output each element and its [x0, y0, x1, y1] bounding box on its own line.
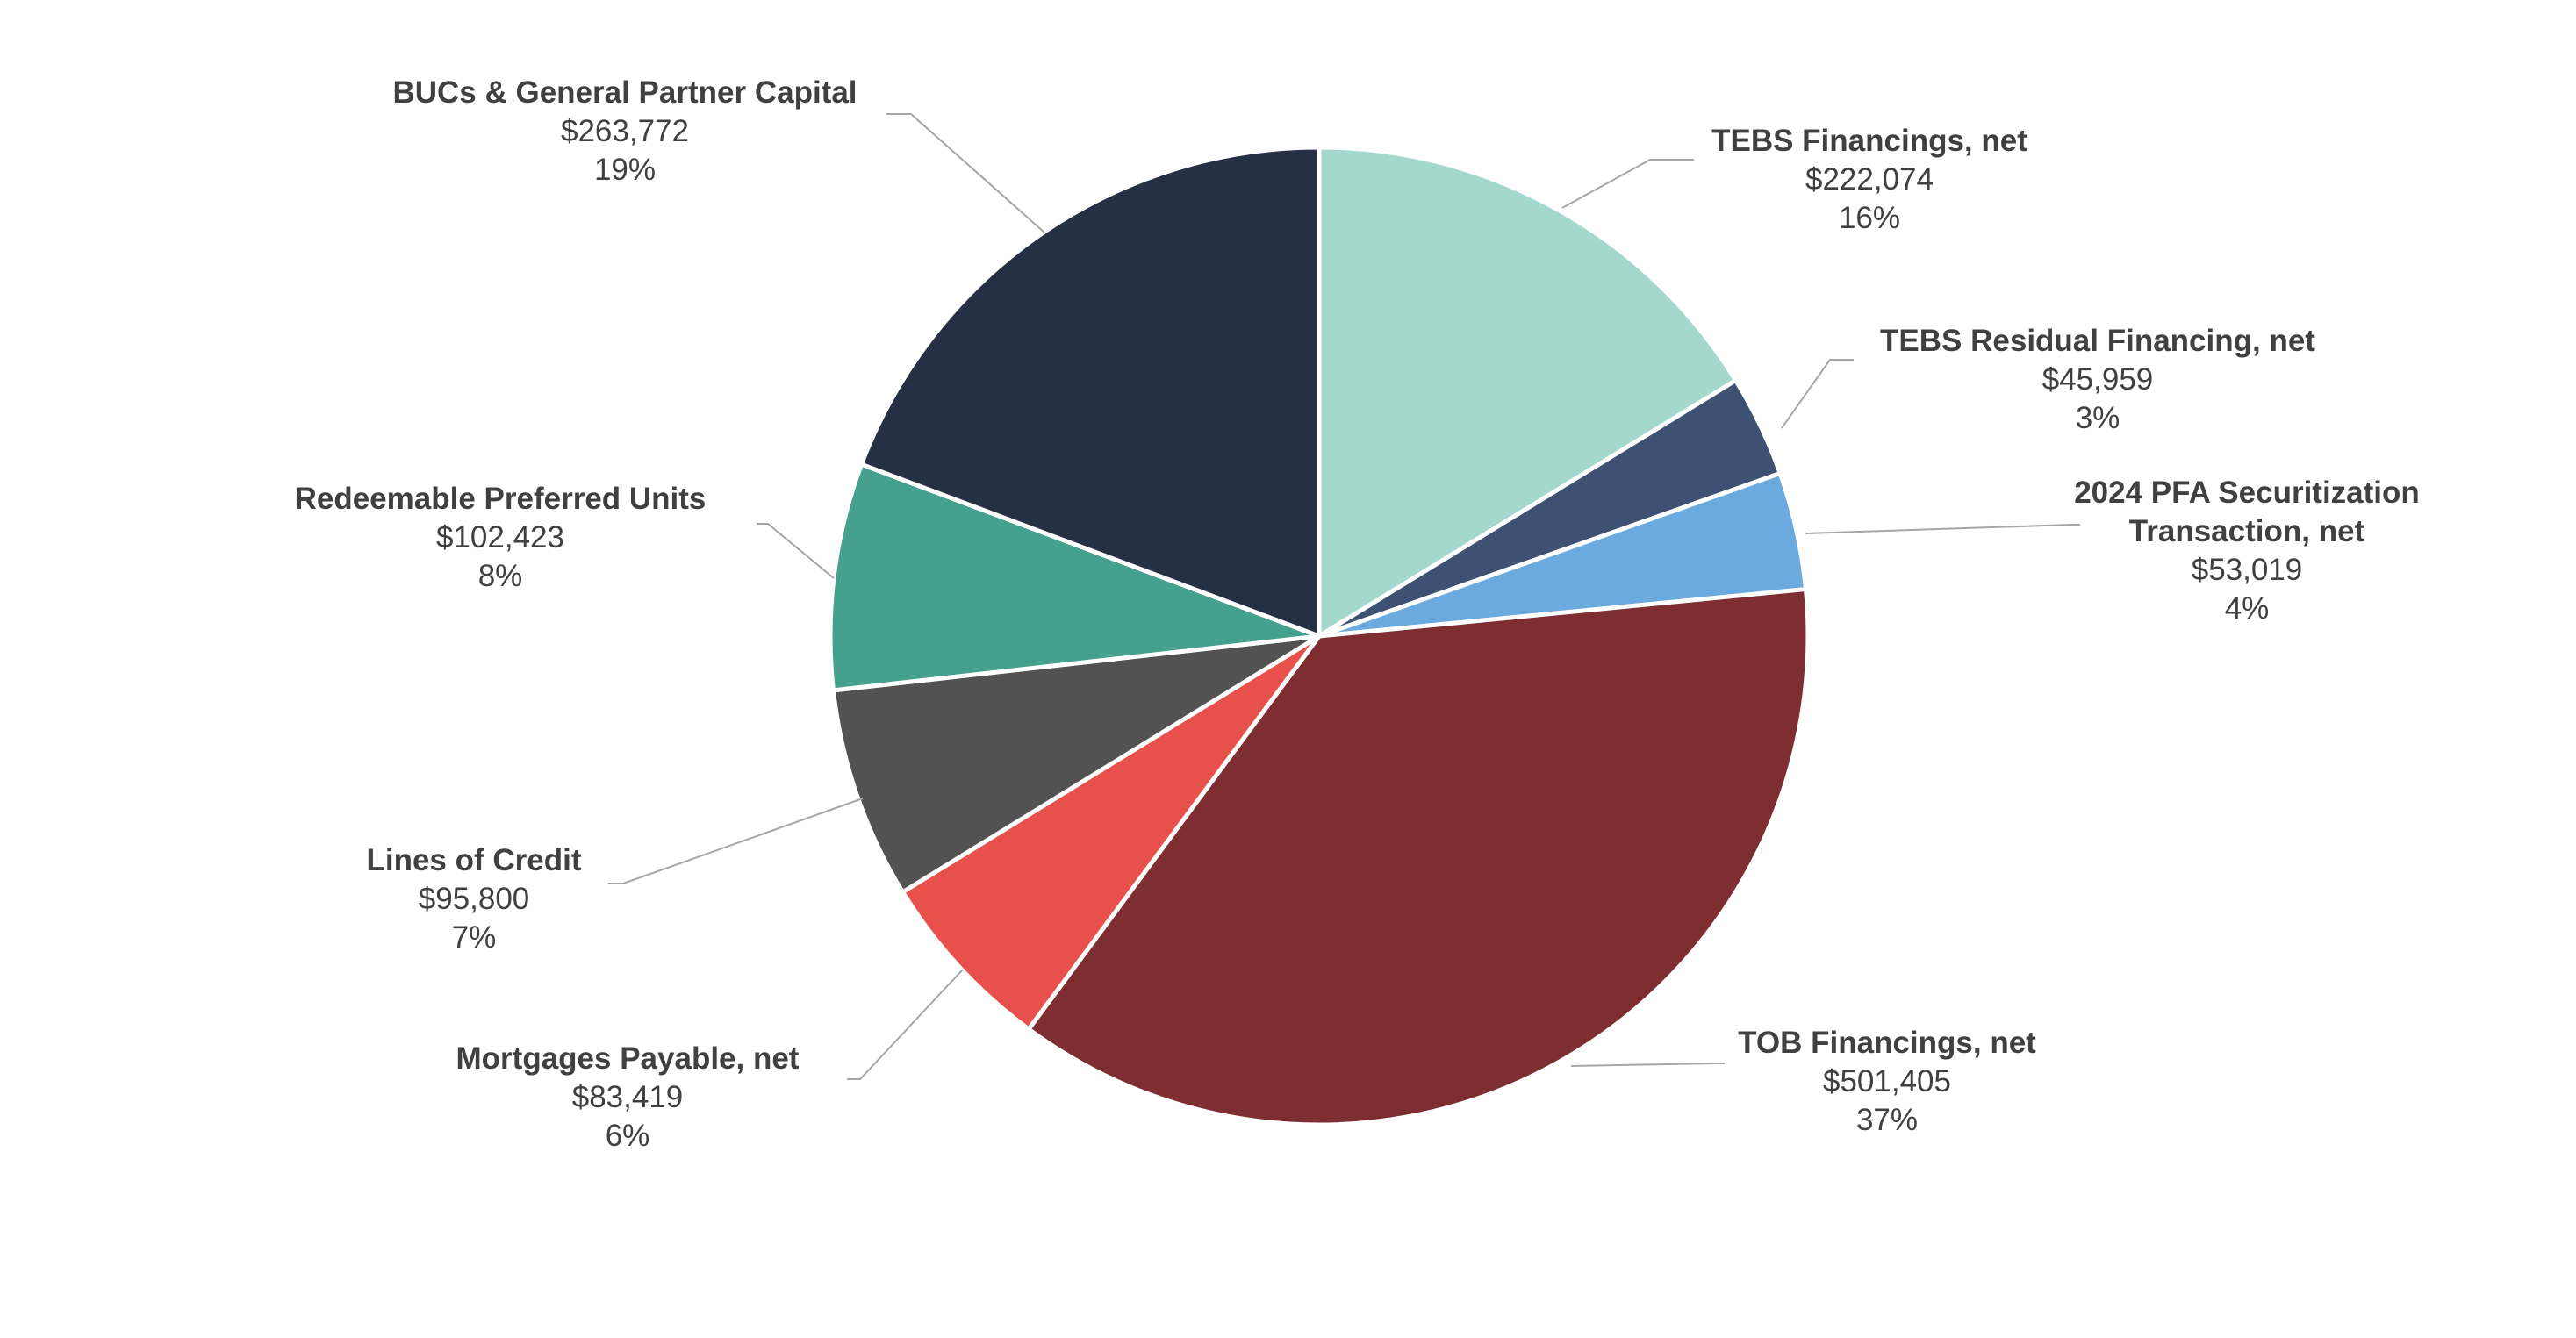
slice-name-label: 2024 PFA Securitization	[2074, 476, 2420, 510]
slice-label: Lines of Credit $95,800 7%	[366, 843, 581, 955]
slice-label: 2024 PFA Securitization Transaction, net $…	[2074, 476, 2420, 626]
slice-label: Redeemable Preferred Units $102,423 8%	[295, 482, 707, 593]
pie-slice	[1026, 587, 1811, 1127]
slice-value-label: $263,772	[561, 114, 689, 148]
slice-value-label: $102,423	[436, 520, 564, 555]
slice-name-label: TEBS Residual Financing, net	[1880, 324, 2315, 358]
slice-name-label: Redeemable Preferred Units	[295, 482, 707, 516]
slice-value-label: $53,019	[2192, 553, 2303, 587]
slice-percent-label: 7%	[452, 920, 497, 955]
slice-percent-label: 19%	[594, 153, 656, 187]
pie-slice	[1317, 145, 1739, 639]
slice-value-label: $83,419	[572, 1080, 684, 1114]
slice-label: BUCs & General Partner Capital $263,772 19…	[392, 75, 857, 187]
leader-line	[608, 798, 864, 884]
slice-percent-label: 8%	[478, 559, 523, 593]
slice-name-label: Transaction, net	[2129, 514, 2365, 548]
pie-slice	[830, 633, 1322, 895]
slice-percent-label: 4%	[2225, 591, 2270, 626]
leader-line	[1561, 159, 1694, 209]
slices-layer	[828, 145, 1811, 1127]
slice-percent-label: 37%	[1856, 1103, 1918, 1137]
leader-line	[757, 523, 835, 579]
slice-name-label: BUCs & General Partner Capital	[392, 75, 857, 110]
leader-line	[1805, 524, 2080, 534]
pie-slice	[901, 633, 1322, 1032]
slice-percent-label: 6%	[606, 1119, 650, 1153]
slice-name-label: TEBS Financings, net	[1711, 124, 2027, 158]
slice-name-label: Mortgages Payable, net	[456, 1041, 800, 1076]
slice-value-label: $95,800	[419, 882, 530, 916]
labels-layer: TEBS Financings, net $222,074 16% TEBS Resi…	[295, 75, 2420, 1153]
leader-line	[847, 969, 964, 1080]
slice-label: TEBS Residual Financing, net $45,959 3%	[1880, 324, 2315, 435]
slice-label: Mortgages Payable, net $83,419 6%	[456, 1041, 800, 1153]
pie-slice	[859, 145, 1322, 639]
slice-percent-label: 16%	[1839, 201, 1900, 235]
pie-slice	[828, 462, 1322, 693]
slice-label: TEBS Financings, net $222,074 16%	[1711, 124, 2027, 235]
leader-lines-layer	[608, 113, 2080, 1080]
leader-line	[1570, 1063, 1725, 1067]
slice-value-label: $45,959	[2042, 362, 2154, 397]
slice-label: TOB Financings, net $501,405 37%	[1738, 1026, 2036, 1137]
slice-value-label: $501,405	[1823, 1064, 1951, 1098]
slice-percent-label: 3%	[2076, 401, 2120, 435]
slice-name-label: TOB Financings, net	[1738, 1026, 2036, 1060]
slice-value-label: $222,074	[1805, 162, 1934, 197]
leader-line	[886, 113, 1045, 233]
slice-name-label: Lines of Credit	[366, 843, 581, 877]
leader-line	[1781, 359, 1854, 429]
